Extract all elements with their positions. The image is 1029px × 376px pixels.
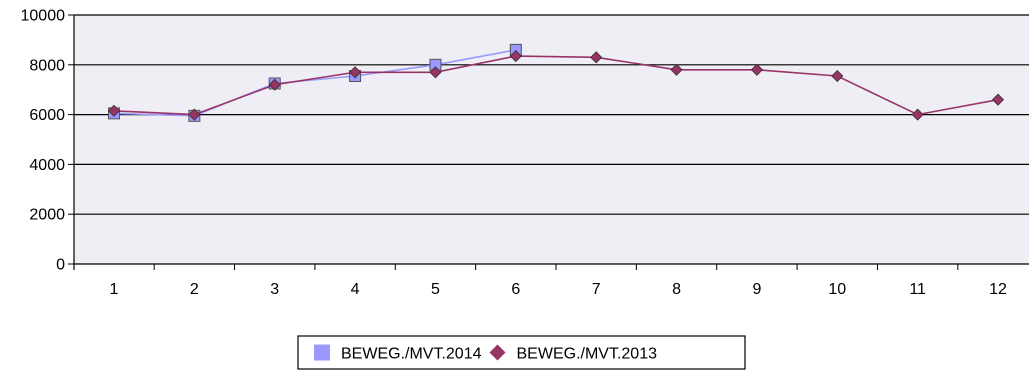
y-tick-label: 4000 [29,157,65,174]
x-tick-label: 9 [752,281,761,298]
y-tick-label: 0 [56,257,65,274]
legend-label: BEWEG./MVT.2014 [341,346,482,363]
y-tick-label: 10000 [21,8,66,25]
x-tick-label: 3 [270,281,279,298]
legend-swatch-square [314,345,330,361]
y-tick-label: 8000 [29,57,65,74]
x-tick-label: 1 [110,281,119,298]
plot-area [74,15,1029,264]
y-tick-label: 6000 [29,107,65,124]
x-tick-label: 2 [190,281,199,298]
x-tick-label: 10 [828,281,846,298]
x-tick-label: 4 [351,281,360,298]
x-tick-label: 6 [511,281,520,298]
x-tick-label: 12 [989,281,1007,298]
x-tick-label: 11 [909,281,926,298]
legend: BEWEG./MVT.2014 BEWEG./MVT.2013 [298,336,745,369]
x-tick-label: 8 [672,281,681,298]
x-tick-label: 7 [592,281,601,298]
x-tick-label: 5 [431,281,440,298]
legend-label: BEWEG./MVT.2013 [517,346,658,363]
y-tick-label: 2000 [29,207,65,224]
